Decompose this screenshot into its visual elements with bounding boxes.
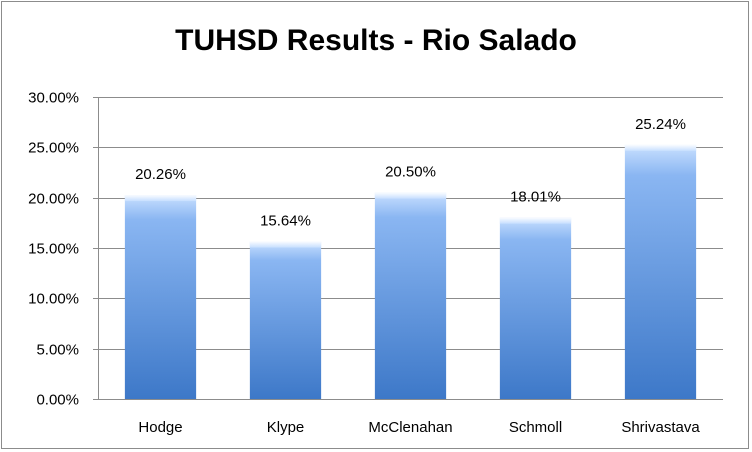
- data-label: 20.26%: [135, 166, 186, 183]
- y-tick-label: 5.00%: [36, 342, 79, 359]
- category-label: Shrivastava: [621, 419, 700, 436]
- chart-title: TUHSD Results - Rio Salado: [175, 24, 577, 57]
- data-label: 18.01%: [510, 189, 561, 206]
- category-label: Hodge: [138, 419, 182, 436]
- bar-highlight: [124, 195, 197, 202]
- category-label: Klype: [267, 419, 305, 436]
- bar-hodge: [124, 195, 197, 399]
- axes: [93, 97, 723, 400]
- bars: [124, 144, 697, 399]
- y-tick-label: 0.00%: [36, 392, 79, 409]
- y-tick-label: 30.00%: [28, 90, 79, 107]
- y-tick-label: 20.00%: [28, 191, 79, 208]
- y-tick-label: 10.00%: [28, 291, 79, 308]
- category-label: McClenahan: [368, 419, 452, 436]
- bar-highlight: [374, 192, 447, 199]
- data-label: 15.64%: [260, 213, 311, 230]
- y-tick-label: 15.00%: [28, 241, 79, 258]
- bar-mcclenahan: [374, 192, 447, 399]
- data-label: 25.24%: [635, 116, 686, 133]
- labels: 0.00% 5.00% 10.00% 15.00% 20.00% 25.00% 30.00%…: [28, 90, 700, 437]
- bar-schmoll: [499, 217, 572, 399]
- bar-highlight: [624, 144, 697, 151]
- bar-shrivastava: [624, 144, 697, 399]
- category-label: Schmoll: [509, 419, 562, 436]
- data-label: 20.50%: [385, 164, 436, 181]
- bar-highlight: [249, 241, 322, 248]
- y-tick-label: 25.00%: [28, 140, 79, 157]
- bar-highlight: [499, 217, 572, 224]
- bar-klype: [249, 241, 322, 399]
